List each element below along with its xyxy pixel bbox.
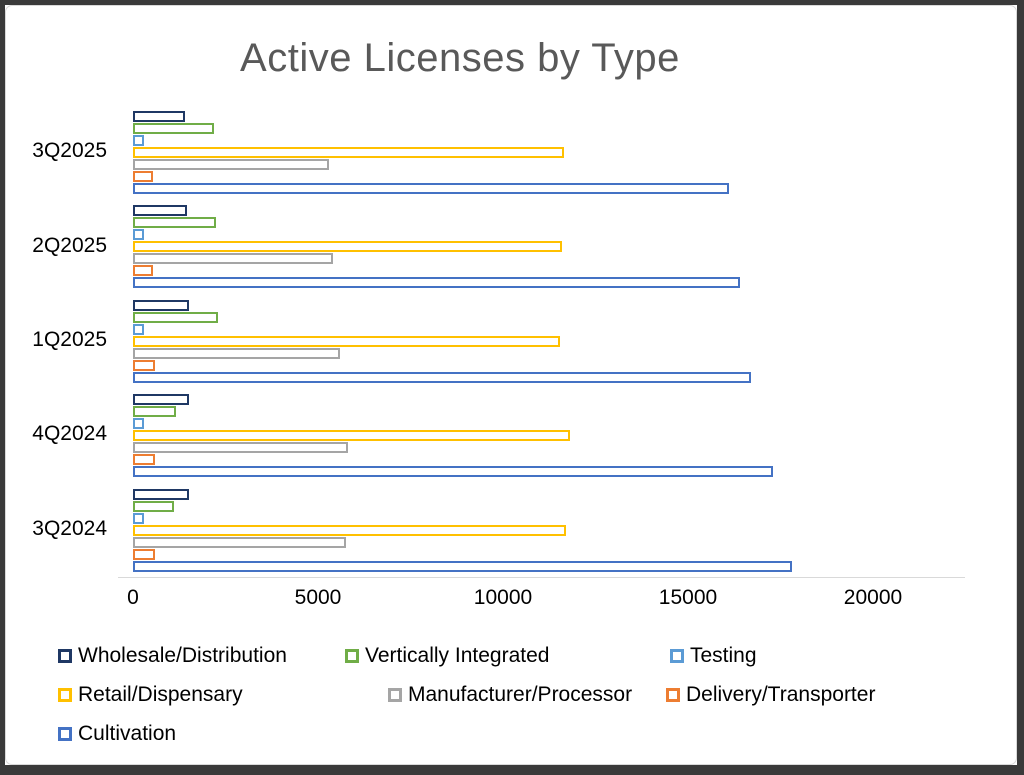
x-axis-tick-label: 10000 [473,586,533,609]
chart-legend: Wholesale/Distribution Vertically Integra… [58,636,973,753]
bar [133,135,145,146]
legend-label: Vertically Integrated [365,643,550,667]
legend-swatch-icon [345,648,359,663]
legend-label: Manufacturer/Processor [408,682,633,706]
legend-item: Wholesale/Distribution [58,636,345,675]
bar [133,512,145,524]
y-axis-category-label: 3Q2025 [32,139,107,163]
bar [133,265,154,277]
bar [133,159,330,170]
legend-item: Cultivation [58,714,218,753]
legend-swatch-icon [670,648,684,663]
bar [133,524,566,536]
bar [133,418,145,430]
chart-title: Active Licenses by Type [240,36,680,80]
bar [133,359,156,371]
bar [133,500,174,512]
bar [133,488,189,500]
bar [133,277,740,289]
legend-swatch-icon [388,687,402,702]
bar [133,442,348,454]
bar [133,147,565,158]
x-axis-tick-label: 0 [127,586,139,609]
legend-item: Testing [670,636,870,675]
bar [133,171,154,182]
y-axis-category-label: 1Q2025 [32,328,107,351]
y-axis-category-label: 2Q2025 [32,233,107,257]
x-axis-tick-label: 5000 [294,586,342,609]
bar [133,548,156,560]
bar [133,299,189,311]
bar [133,394,189,406]
bar [133,323,145,335]
x-axis-line [118,577,965,578]
bar [133,466,774,478]
bar [133,454,156,466]
legend-label: Wholesale/Distribution [78,643,287,667]
legend-label: Cultivation [78,721,177,745]
legend-label: Testing [690,643,757,667]
y-axis-category-label: 4Q2024 [32,422,107,446]
legend-item: Retail/Dispensary [58,675,388,714]
bar [133,229,145,241]
x-axis-tick-label: 15000 [658,586,718,609]
legend-label: Delivery/Transporter [686,682,876,706]
bar [133,111,185,122]
bar [133,123,215,134]
legend-swatch-icon [58,726,72,741]
bar [133,536,346,548]
bar [133,253,333,265]
legend-swatch-icon [58,648,72,663]
bar [133,205,187,217]
bar [133,217,217,229]
legend-swatch-icon [666,687,680,702]
y-axis-category-label: 3Q2024 [32,516,107,540]
bar [133,183,729,194]
legend-item: Delivery/Transporter [666,675,936,714]
legend-item: Vertically Integrated [345,636,670,675]
bar [133,371,751,383]
legend-item: Manufacturer/Processor [388,675,666,714]
bar [133,430,570,442]
x-axis-tick-label: 20000 [843,586,903,609]
bar [133,347,341,359]
bar [133,311,219,323]
bar [133,335,561,347]
bar [133,406,176,418]
legend-label: Retail/Dispensary [78,682,243,706]
bar [133,560,792,572]
bar [133,241,563,253]
legend-swatch-icon [58,687,72,702]
